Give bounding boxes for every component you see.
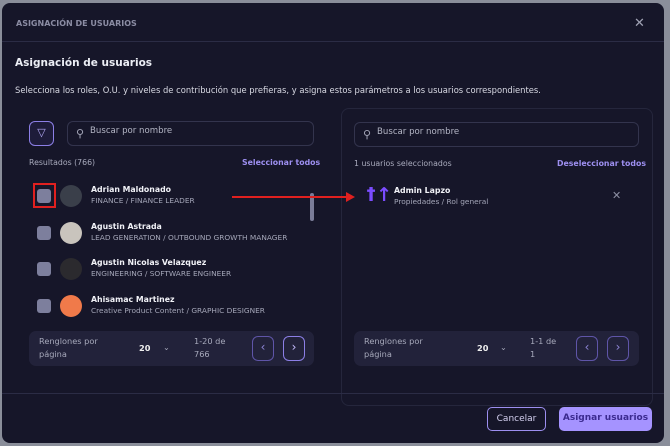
user-checkbox[interactable] [37,262,51,276]
dialog-header: ASIGNACIÓN DE USUARIOS [16,19,137,28]
deselect-all-link[interactable]: Deseleccionar todos [557,159,646,168]
avatar [60,294,82,317]
description: Selecciona los roles, O.U. y niveles de … [15,85,541,95]
next-page-button[interactable]: › [607,336,629,361]
user-assignment-dialog: ASIGNACIÓN DE USUARIOS ✕ Asignación de u… [2,3,664,443]
scrollbar[interactable] [310,193,314,221]
user-checkbox[interactable] [37,189,51,203]
user-role: Creative Product Content / GRAPHIC DESIG… [91,305,265,315]
user-name: Ahisamac Martinez [91,294,175,304]
search-icon: ⚲ [76,127,85,140]
avatar [60,185,82,207]
user-role: FINANCE / FINANCE LEADER [91,196,195,205]
left-search-input[interactable] [90,126,290,136]
annotation-arrowhead [346,192,355,202]
rows-per-page-select[interactable]: 20 [139,343,151,353]
chevron-down-icon[interactable]: ⌄ [163,342,170,352]
selected-panel [341,108,653,406]
results-count: Resultados (766) [29,158,96,167]
remove-user-icon[interactable]: ✕ [612,189,622,202]
right-pagination: Renglones por página 20 ⌄ 1-1 de 1 ‹ › [354,331,639,366]
user-name: Agustin Astrada [91,221,162,231]
annotation-arrow [232,196,347,198]
rows-per-page-label: Renglones por página [364,336,423,359]
selected-count: 1 usuarios seleccionados [354,159,452,168]
divider [2,41,664,42]
page-range: 1-20 de 766 [194,336,226,359]
next-page-button[interactable]: › [283,336,305,361]
left-search[interactable]: ⚲ [67,121,314,146]
user-name: Agustin Nicolas Velazquez [91,258,207,267]
rows-per-page-label: Renglones por página [39,336,98,359]
right-search-input[interactable] [377,127,577,137]
prev-page-button[interactable]: ‹ [252,336,274,361]
page-title: Asignación de usuarios [15,57,153,69]
left-pagination: Renglones por página 20 ⌄ 1-20 de 766 ‹ … [29,331,314,366]
chevron-down-icon[interactable]: ⌄ [500,342,507,352]
user-checkbox[interactable] [37,298,51,313]
right-search[interactable]: ⚲ [354,122,639,147]
footer-divider [2,393,664,394]
lapzo-logo-icon: ꝉ↑ [366,184,393,206]
select-all-link[interactable]: Seleccionar todos [242,158,321,167]
user-name: Adrian Maldonado [91,185,172,194]
close-icon[interactable]: ✕ [634,16,645,31]
annotation-highlight-box [33,183,56,208]
rows-per-page-select[interactable]: 20 [477,343,489,353]
prev-page-button[interactable]: ‹ [576,336,598,361]
avatar [60,258,82,280]
user-role: LEAD GENERATION / OUTBOUND GROWTH MANAGE… [91,232,288,242]
cancel-button[interactable]: Cancelar [487,407,546,431]
page-range: 1-1 de 1 [530,336,557,359]
user-role: ENGINEERING / SOFTWARE ENGINEER [91,269,232,278]
filter-button[interactable]: ▽ [29,121,54,146]
assign-users-button[interactable]: Asignar usuarios [559,407,652,431]
user-checkbox[interactable] [37,225,51,240]
selected-user-role: Propiedades / Rol general [394,197,489,206]
avatar [60,221,82,244]
filter-icon: ▽ [37,126,46,139]
selected-user-name: Admin Lapzo [394,186,451,195]
search-icon: ⚲ [363,128,372,141]
